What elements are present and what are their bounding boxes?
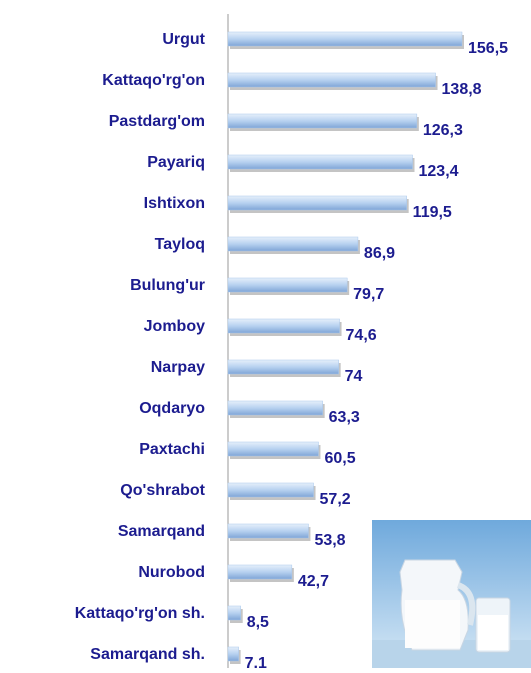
value-label: 123,4 [419,163,459,180]
value-label: 79,7 [353,286,384,303]
bar [227,113,418,129]
value-label: 156,5 [468,40,508,57]
category-label: Nurobod [138,564,205,581]
bar [227,482,314,498]
bar [227,400,323,416]
category-label: Urgut [162,31,205,48]
bar [227,31,463,47]
category-label: Pastdarg'om [109,113,205,130]
value-label: 74 [345,368,363,385]
bar [227,236,359,252]
value-label: 74,6 [346,327,377,344]
milk-picture [372,520,531,668]
category-label: Jomboy [144,318,205,335]
category-label: Bulung'ur [130,277,205,294]
category-label: Ishtixon [144,195,205,212]
value-label: 7,1 [245,655,267,668]
bar [227,646,239,662]
category-label: Kattaqo'rg'on [102,72,205,89]
value-label: 60,5 [324,450,355,467]
bar [227,564,293,580]
bar [227,605,241,621]
category-label: Oqdaryo [139,400,205,417]
value-label: 42,7 [298,573,329,590]
category-label: Qo'shrabot [120,482,205,499]
bar [227,195,407,211]
value-label: 138,8 [442,81,482,98]
category-label: Payariq [147,154,205,171]
value-label: 53,8 [314,532,345,549]
category-label: Kattaqo'rg'on sh. [75,605,205,622]
bar [227,523,309,539]
bar [227,359,339,375]
bar [227,318,340,334]
category-label: Samarqand [118,523,205,540]
value-label: 86,9 [364,245,395,262]
value-label: 119,5 [413,204,452,221]
value-label: 8,5 [247,614,269,631]
bar [227,441,319,457]
category-label: Samarqand sh. [90,646,205,663]
value-label: 57,2 [320,491,351,508]
value-label: 126,3 [423,122,463,139]
category-label: Paxtachi [139,441,205,458]
category-label: Tayloq [155,236,205,253]
category-label: Narpay [151,359,205,376]
bar [227,154,413,170]
bar [227,72,436,88]
value-label: 63,3 [329,409,360,426]
bar [227,277,348,293]
